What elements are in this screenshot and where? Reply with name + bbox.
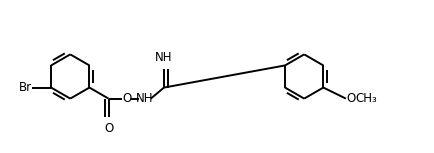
Text: O: O [347,92,356,105]
Text: NH: NH [136,92,154,105]
Text: O: O [104,122,113,135]
Text: NH: NH [155,51,172,64]
Text: CH₃: CH₃ [355,92,377,105]
Text: O: O [122,92,132,105]
Text: Br: Br [18,81,32,94]
